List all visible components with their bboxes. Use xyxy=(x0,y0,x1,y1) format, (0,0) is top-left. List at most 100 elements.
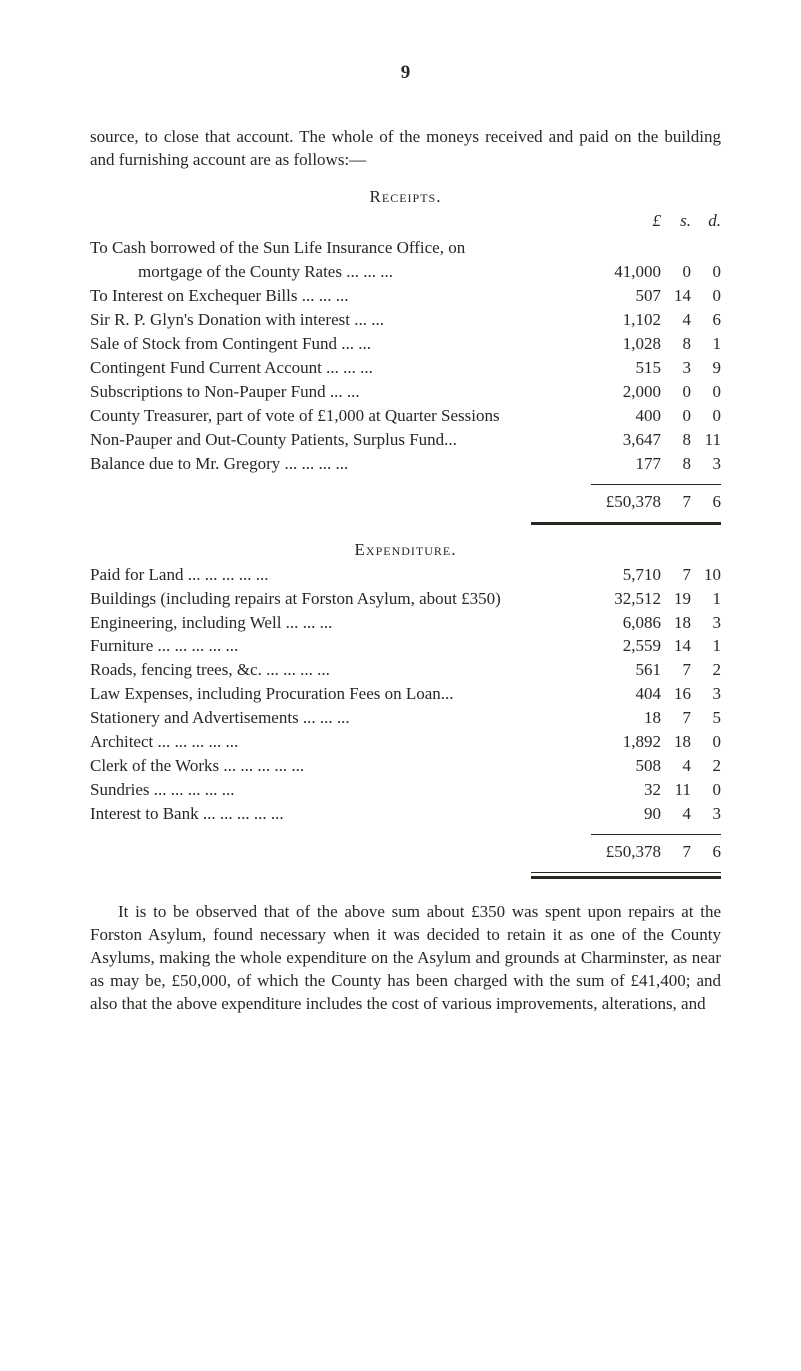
amount-l: 2,000 xyxy=(591,381,661,404)
amount-s: 19 xyxy=(661,588,691,611)
expenditure-label: Clerk of the Works ... ... ... ... ... xyxy=(90,755,591,778)
amount-d: 1 xyxy=(691,588,721,611)
amount-l: 3,647 xyxy=(591,429,661,452)
expenditure-total-row: £50,378 7 6 xyxy=(90,834,721,864)
amount-d: 0 xyxy=(691,261,721,284)
expenditure-label: Interest to Bank ... ... ... ... ... xyxy=(90,803,591,826)
amount-d: 0 xyxy=(691,285,721,308)
amount-s: 18 xyxy=(661,612,691,635)
amount-l: 1,892 xyxy=(591,731,661,754)
pence-symbol: d. xyxy=(691,210,721,233)
pound-symbol: £ xyxy=(591,210,661,233)
expenditure-label: Roads, fencing trees, &c. ... ... ... ..… xyxy=(90,659,591,682)
amount-l: 177 xyxy=(591,453,661,476)
amount-s: 8 xyxy=(661,429,691,452)
receipts-label: To Cash borrowed of the Sun Life Insuran… xyxy=(90,237,591,260)
receipts-row: To Interest on Exchequer Bills ... ... .… xyxy=(90,285,721,308)
amount-d: 0 xyxy=(691,779,721,802)
amount-l: 1,102 xyxy=(591,309,661,332)
amount-d: 3 xyxy=(691,453,721,476)
page-number: 9 xyxy=(90,60,721,86)
amount-l: 404 xyxy=(591,683,661,706)
receipts-total-row: £50,378 7 6 xyxy=(90,484,721,514)
receipts-row: Contingent Fund Current Account ... ... … xyxy=(90,357,721,380)
amount-s: 14 xyxy=(661,635,691,658)
amount-l: 561 xyxy=(591,659,661,682)
receipts-row: mortgage of the County Rates ... ... ...… xyxy=(90,261,721,284)
amount-l: 5,710 xyxy=(591,564,661,587)
expenditure-row: Paid for Land ... ... ... ... ... 5,710 … xyxy=(90,564,721,587)
expenditure-total-rule xyxy=(531,872,721,879)
receipts-label: mortgage of the County Rates ... ... ... xyxy=(90,261,591,284)
expenditure-label: Furniture ... ... ... ... ... xyxy=(90,635,591,658)
expenditure-row: Clerk of the Works ... ... ... ... ... 5… xyxy=(90,755,721,778)
receipts-label: Balance due to Mr. Gregory ... ... ... .… xyxy=(90,453,591,476)
receipts-label: Subscriptions to Non-Pauper Fund ... ... xyxy=(90,381,591,404)
receipts-total-d: 6 xyxy=(691,491,721,514)
receipts-label: Contingent Fund Current Account ... ... … xyxy=(90,357,591,380)
amount-l: 507 xyxy=(591,285,661,308)
amount-l: 18 xyxy=(591,707,661,730)
expenditure-label: Stationery and Advertisements ... ... ..… xyxy=(90,707,591,730)
amount-s: 0 xyxy=(661,381,691,404)
receipts-label: County Treasurer, part of vote of £1,000… xyxy=(90,405,591,428)
amount-d: 3 xyxy=(691,803,721,826)
closing-paragraph: It is to be observed that of the above s… xyxy=(90,901,721,1016)
expenditure-row: Law Expenses, including Procuration Fees… xyxy=(90,683,721,706)
expenditure-row: Stationery and Advertisements ... ... ..… xyxy=(90,707,721,730)
receipts-total-rule xyxy=(531,522,721,525)
expenditure-row: Buildings (including repairs at Forston … xyxy=(90,588,721,611)
amount-s: 3 xyxy=(661,357,691,380)
amount-s: 4 xyxy=(661,755,691,778)
amount-s: 8 xyxy=(661,333,691,356)
expenditure-total-s: 7 xyxy=(661,841,691,864)
amount-d: 10 xyxy=(691,564,721,587)
amount-l: 41,000 xyxy=(591,261,661,284)
amount-s: 4 xyxy=(661,309,691,332)
receipts-row: Subscriptions to Non-Pauper Fund ... ...… xyxy=(90,381,721,404)
receipts-row: To Cash borrowed of the Sun Life Insuran… xyxy=(90,237,721,260)
expenditure-label: Sundries ... ... ... ... ... xyxy=(90,779,591,802)
amount-l: 1,028 xyxy=(591,333,661,356)
receipts-label: To Interest on Exchequer Bills ... ... .… xyxy=(90,285,591,308)
amount-d: 9 xyxy=(691,357,721,380)
amount-l: 515 xyxy=(591,357,661,380)
amount-d: 2 xyxy=(691,659,721,682)
amount-s: 18 xyxy=(661,731,691,754)
expenditure-row: Furniture ... ... ... ... ... 2,559 14 1 xyxy=(90,635,721,658)
amount-s: 14 xyxy=(661,285,691,308)
expenditure-total-d: 6 xyxy=(691,841,721,864)
amount-l: 400 xyxy=(591,405,661,428)
amount-l: 6,086 xyxy=(591,612,661,635)
amount-s: 4 xyxy=(661,803,691,826)
expenditure-total-l: £50,378 xyxy=(591,841,661,864)
amount-s: 11 xyxy=(661,779,691,802)
amount-l: 508 xyxy=(591,755,661,778)
amount-d: 11 xyxy=(691,429,721,452)
amount-d: 0 xyxy=(691,381,721,404)
expenditure-row: Engineering, including Well ... ... ... … xyxy=(90,612,721,635)
amount-s: 16 xyxy=(661,683,691,706)
receipts-row: Non-Pauper and Out-County Patients, Surp… xyxy=(90,429,721,452)
expenditure-row: Sundries ... ... ... ... ... 32 11 0 xyxy=(90,779,721,802)
receipts-heading: Receipts. xyxy=(90,186,721,209)
receipts-label: Non-Pauper and Out-County Patients, Surp… xyxy=(90,429,591,452)
amount-d: 1 xyxy=(691,333,721,356)
amount-d: 0 xyxy=(691,731,721,754)
amount-d: 0 xyxy=(691,405,721,428)
amount-d: 3 xyxy=(691,612,721,635)
amount-s: 0 xyxy=(661,405,691,428)
amount-l: 32,512 xyxy=(591,588,661,611)
receipts-row: Balance due to Mr. Gregory ... ... ... .… xyxy=(90,453,721,476)
intro-paragraph: source, to close that account. The whole… xyxy=(90,126,721,172)
amount-s: 7 xyxy=(661,564,691,587)
amount-l: 90 xyxy=(591,803,661,826)
expenditure-label: Architect ... ... ... ... ... xyxy=(90,731,591,754)
amount-l: 32 xyxy=(591,779,661,802)
expenditure-row: Roads, fencing trees, &c. ... ... ... ..… xyxy=(90,659,721,682)
expenditure-label: Paid for Land ... ... ... ... ... xyxy=(90,564,591,587)
receipts-label: Sir R. P. Glyn's Donation with interest … xyxy=(90,309,591,332)
receipts-row: Sir R. P. Glyn's Donation with interest … xyxy=(90,309,721,332)
amount-l: 2,559 xyxy=(591,635,661,658)
page-container: 9 source, to close that account. The who… xyxy=(0,0,801,1371)
